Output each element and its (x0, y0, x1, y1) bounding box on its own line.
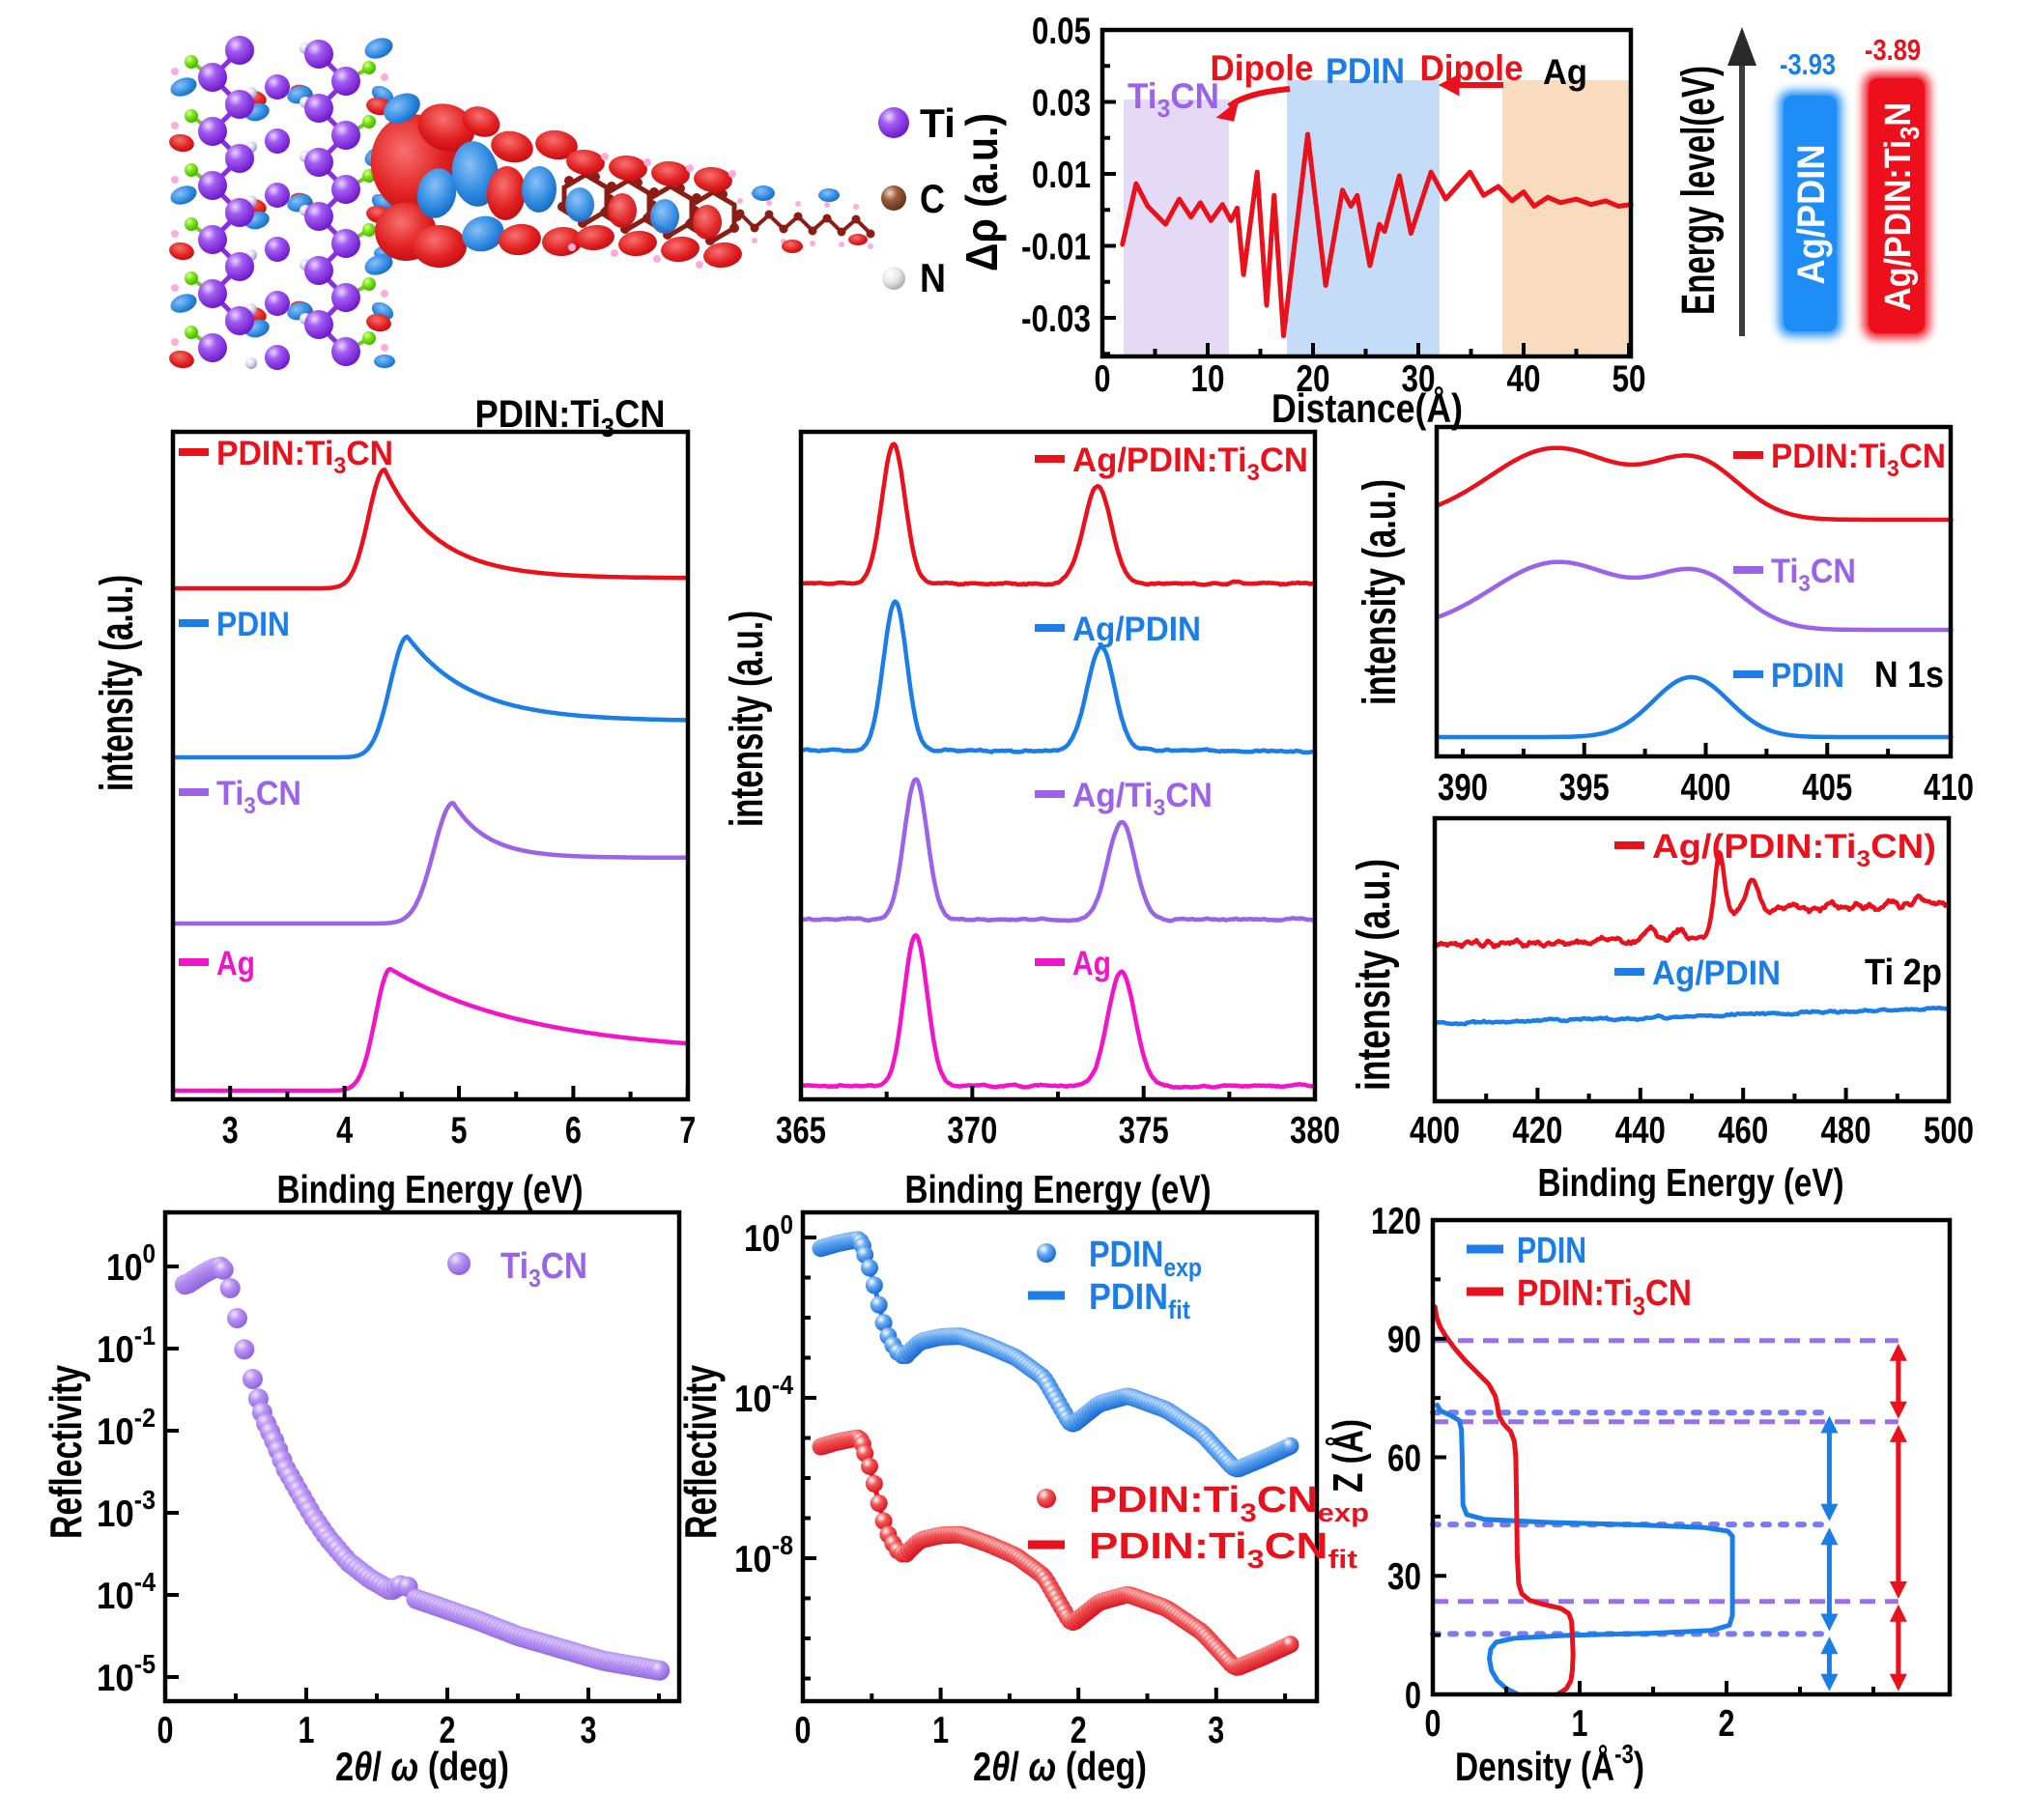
svg-text:500: 500 (1924, 1110, 1974, 1152)
svg-text:0: 0 (1425, 1703, 1442, 1745)
svg-text:Reflectivity: Reflectivity (675, 1365, 726, 1539)
svg-text:Binding Energy (eV): Binding Energy (eV) (1538, 1160, 1844, 1205)
svg-text:intensity (a.u.): intensity (a.u.) (92, 575, 143, 791)
svg-text:30: 30 (1387, 1556, 1421, 1598)
svg-text:Ag/PDIN: Ag/PDIN (1790, 145, 1833, 285)
svg-text:PDIN:Ti3CN: PDIN:Ti3CN (216, 435, 393, 479)
svg-text:Ti3CN: Ti3CN (500, 1246, 587, 1293)
svg-text:0: 0 (1095, 358, 1111, 400)
svg-text:405: 405 (1802, 767, 1852, 809)
svg-text:400: 400 (1681, 767, 1731, 809)
svg-text:PDIN:Ti3CN: PDIN:Ti3CN (1517, 1273, 1692, 1321)
svg-text:N 1s: N 1s (1874, 655, 1944, 696)
svg-text:395: 395 (1559, 767, 1610, 809)
svg-text:Ag: Ag (1072, 945, 1111, 982)
svg-text:PDIN: PDIN (1771, 657, 1844, 695)
svg-text:0: 0 (1405, 1675, 1421, 1717)
svg-text:0: 0 (795, 1710, 812, 1751)
svg-text:3: 3 (1208, 1710, 1224, 1751)
svg-text:0.05: 0.05 (1032, 11, 1091, 52)
svg-text:0: 0 (157, 1710, 174, 1751)
svg-text:2: 2 (440, 1710, 456, 1751)
svg-text:60: 60 (1387, 1437, 1421, 1479)
svg-text:PDIN:Ti3CN: PDIN:Ti3CN (475, 393, 666, 442)
svg-text:Ag/PDIN: Ag/PDIN (1072, 611, 1201, 648)
svg-text:Ti: Ti (920, 100, 956, 146)
svg-text:PDIN: PDIN (1326, 51, 1405, 91)
svg-text:375: 375 (1119, 1110, 1169, 1152)
svg-text:365: 365 (776, 1110, 826, 1152)
svg-text:0.03: 0.03 (1032, 83, 1091, 125)
svg-text:intensity (a.u.): intensity (a.u.) (1349, 859, 1400, 1091)
svg-text:3: 3 (581, 1710, 597, 1751)
svg-text:-0.03: -0.03 (1021, 299, 1091, 340)
svg-text:390: 390 (1438, 767, 1488, 809)
svg-text:-3.93: -3.93 (1780, 47, 1836, 81)
svg-text:90: 90 (1387, 1320, 1421, 1361)
svg-text:-3.89: -3.89 (1865, 33, 1921, 67)
svg-text:Binding Energy (eV): Binding Energy (eV) (905, 1167, 1212, 1211)
svg-text:Δρ (a.u.): Δρ (a.u.) (956, 113, 1007, 271)
svg-text:N: N (920, 255, 946, 300)
svg-text:410: 410 (1924, 767, 1974, 809)
svg-text:C: C (920, 176, 945, 221)
svg-text:460: 460 (1718, 1110, 1768, 1152)
svg-text:120: 120 (1371, 1201, 1421, 1242)
svg-text:Ag/(PDIN:Ti3CN): Ag/(PDIN:Ti 3CN) (1652, 828, 1936, 872)
svg-text:Energy level(eV): Energy level(eV) (1673, 66, 1725, 315)
svg-text:Ag/PDIN: Ag/PDIN (1652, 954, 1781, 992)
svg-text:-0.01: -0.01 (1021, 227, 1091, 269)
svg-text:Ag: Ag (216, 945, 255, 982)
svg-text:PDIN: PDIN (1517, 1231, 1586, 1271)
svg-text:400: 400 (1410, 1110, 1460, 1152)
svg-text:4: 4 (336, 1110, 353, 1152)
svg-text:Ag/PDIN:Ti3CN: Ag/PDIN:Ti3CN (1072, 441, 1308, 486)
svg-text:10-5: 10-5 (97, 1649, 156, 1699)
svg-text:Reflectivity: Reflectivity (41, 1365, 91, 1539)
svg-text:5: 5 (451, 1110, 468, 1152)
svg-text:1: 1 (1572, 1703, 1588, 1745)
svg-text:30: 30 (1402, 358, 1436, 400)
svg-text:PDIN:Ti3CN: PDIN:Ti3CN (1771, 438, 1946, 482)
svg-text:2θ/ ω (deg): 2θ/ ω (deg) (335, 1744, 509, 1789)
svg-text:40: 40 (1507, 358, 1541, 400)
svg-text:7: 7 (679, 1110, 696, 1152)
svg-text:50: 50 (1613, 358, 1646, 400)
svg-text:Z (Å): Z (Å) (1325, 1419, 1372, 1493)
svg-text:Ag/Ti3CN: Ag/Ti3CN (1072, 777, 1213, 821)
svg-text:Dipole: Dipole (1211, 48, 1314, 88)
svg-text:380: 380 (1290, 1110, 1340, 1152)
svg-text:1: 1 (932, 1710, 949, 1751)
svg-text:440: 440 (1615, 1110, 1666, 1152)
svg-text:3: 3 (222, 1110, 239, 1152)
svg-text:Density (Å-3): Density (Å-3) (1455, 1739, 1644, 1789)
svg-text:Distance(Å): Distance(Å) (1271, 385, 1463, 431)
svg-text:10: 10 (1191, 358, 1225, 400)
svg-text:1: 1 (299, 1710, 315, 1751)
svg-text:Dipole: Dipole (1420, 48, 1524, 88)
svg-text:Ti3CN: Ti3CN (1128, 76, 1219, 123)
svg-text:intensity (a.u.): intensity (a.u.) (722, 611, 773, 827)
svg-text:PDIN: PDIN (216, 606, 290, 643)
svg-text:10-1: 10-1 (97, 1321, 156, 1371)
svg-text:Ti3CN: Ti3CN (216, 775, 301, 819)
svg-text:Ti3CN: Ti3CN (1771, 553, 1856, 597)
svg-text:480: 480 (1821, 1110, 1871, 1152)
svg-text:420: 420 (1512, 1110, 1562, 1152)
svg-text:370: 370 (947, 1110, 997, 1152)
svg-text:0.01: 0.01 (1032, 155, 1091, 196)
svg-text:6: 6 (565, 1110, 582, 1152)
svg-text:2θ/ ω (deg): 2θ/ ω (deg) (973, 1744, 1147, 1789)
svg-text:Ti 2p: Ti 2p (1865, 953, 1942, 993)
svg-text:20: 20 (1297, 358, 1330, 400)
svg-text:2: 2 (1719, 1703, 1735, 1745)
svg-text:intensity (a.u.): intensity (a.u.) (1355, 479, 1406, 705)
svg-text:Binding Energy (eV): Binding Energy (eV) (277, 1167, 584, 1211)
svg-text:Ag: Ag (1543, 52, 1587, 92)
svg-text:2: 2 (1071, 1710, 1087, 1751)
